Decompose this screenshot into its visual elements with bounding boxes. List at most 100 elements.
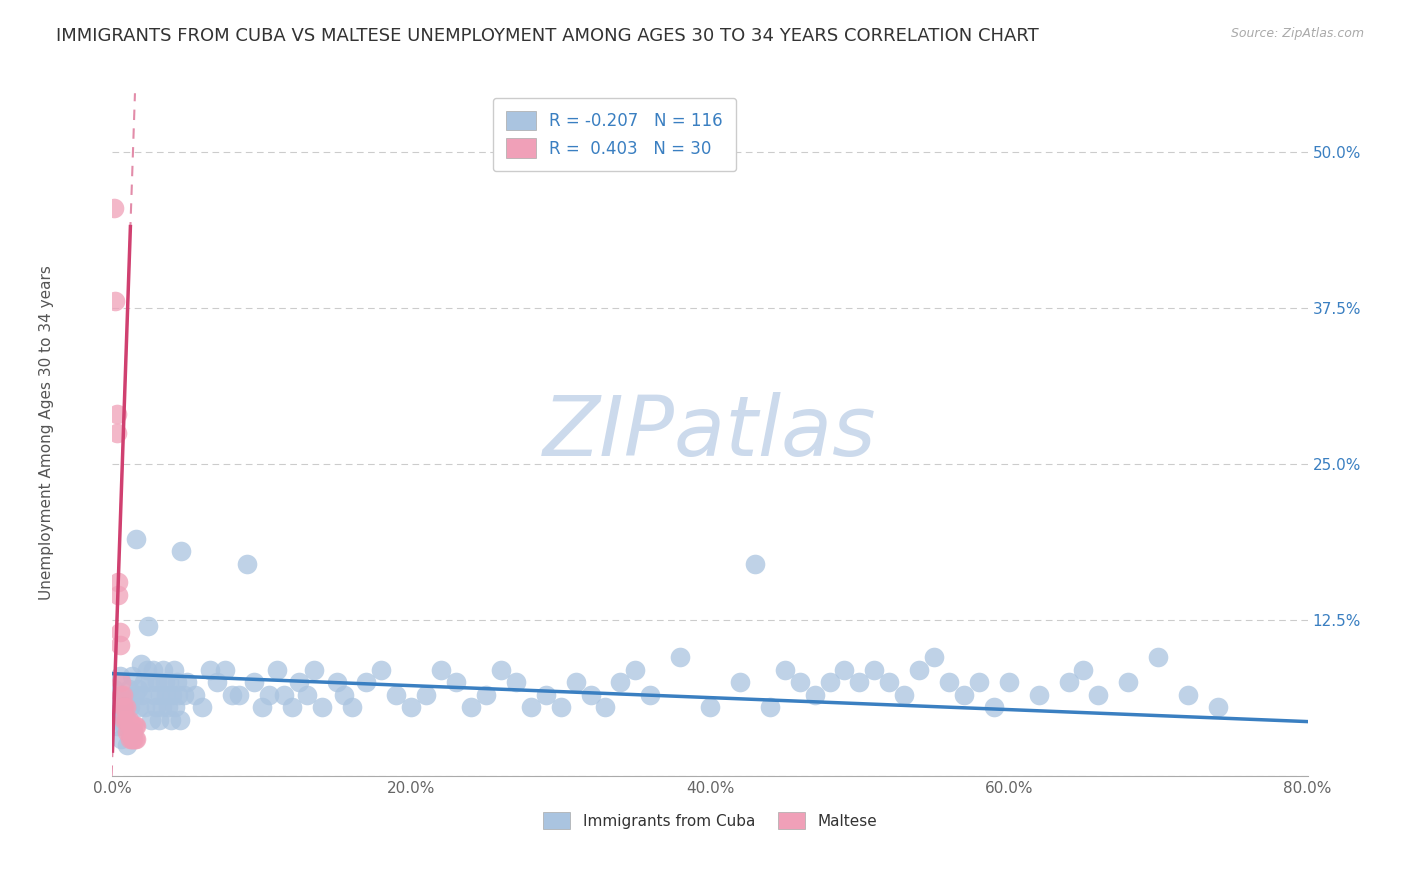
Point — [114, 719, 135, 733]
Point — [105, 425, 128, 440]
Point — [430, 663, 453, 677]
Point — [460, 700, 482, 714]
Point — [191, 700, 214, 714]
Point — [295, 688, 318, 702]
Point — [1177, 688, 1199, 702]
Point — [110, 688, 132, 702]
Point — [120, 731, 142, 746]
Point — [325, 675, 347, 690]
Point — [143, 688, 166, 702]
Point — [148, 713, 170, 727]
Point — [149, 688, 172, 702]
Point — [131, 688, 153, 702]
Point — [1073, 663, 1095, 677]
Point — [156, 700, 179, 714]
Point — [122, 731, 145, 746]
Point — [789, 675, 811, 690]
Point — [117, 738, 139, 752]
Point — [176, 675, 198, 690]
Point — [273, 688, 295, 702]
Point — [114, 700, 135, 714]
Point — [104, 706, 127, 721]
Point — [117, 725, 139, 739]
Point — [108, 638, 131, 652]
Point — [111, 688, 134, 702]
Point — [967, 675, 990, 690]
Point — [134, 700, 156, 714]
Point — [103, 201, 125, 215]
Point — [135, 663, 157, 677]
Point — [125, 532, 148, 546]
Point — [385, 688, 408, 702]
Point — [117, 713, 139, 727]
Point — [302, 663, 325, 677]
Point — [669, 650, 692, 665]
Point — [1087, 688, 1109, 702]
Point — [118, 681, 141, 696]
Point — [266, 663, 288, 677]
Point — [107, 694, 129, 708]
Point — [155, 688, 177, 702]
Point — [205, 675, 228, 690]
Point — [1028, 688, 1050, 702]
Point — [111, 706, 134, 721]
Point — [415, 688, 437, 702]
Point — [183, 688, 205, 702]
Point — [475, 688, 498, 702]
Point — [1206, 700, 1229, 714]
Point — [848, 675, 870, 690]
Point — [938, 675, 960, 690]
Point — [118, 725, 141, 739]
Point — [221, 688, 243, 702]
Point — [128, 700, 150, 714]
Point — [122, 719, 145, 733]
Point — [228, 688, 250, 702]
Point — [922, 650, 945, 665]
Point — [250, 700, 273, 714]
Point — [699, 700, 721, 714]
Point — [520, 700, 543, 714]
Point — [564, 675, 586, 690]
Legend: Immigrants from Cuba, Maltese: Immigrants from Cuba, Maltese — [536, 805, 884, 837]
Point — [166, 675, 188, 690]
Point — [893, 688, 915, 702]
Point — [983, 700, 1005, 714]
Text: Source: ZipAtlas.com: Source: ZipAtlas.com — [1230, 27, 1364, 40]
Point — [115, 713, 138, 727]
Point — [744, 557, 766, 571]
Point — [259, 688, 281, 702]
Point — [121, 719, 143, 733]
Point — [818, 675, 841, 690]
Point — [998, 675, 1021, 690]
Point — [288, 675, 311, 690]
Point — [107, 588, 129, 602]
Point — [163, 663, 186, 677]
Point — [401, 700, 423, 714]
Point — [157, 675, 180, 690]
Point — [142, 663, 165, 677]
Point — [129, 657, 152, 671]
Point — [444, 675, 467, 690]
Point — [236, 557, 259, 571]
Point — [114, 713, 135, 727]
Point — [243, 675, 266, 690]
Point — [340, 700, 363, 714]
Point — [150, 700, 173, 714]
Point — [103, 681, 125, 696]
Point — [165, 700, 187, 714]
Point — [125, 731, 148, 746]
Point — [579, 688, 602, 702]
Point — [356, 675, 378, 690]
Point — [214, 663, 236, 677]
Point — [162, 688, 183, 702]
Point — [132, 675, 155, 690]
Point — [115, 694, 138, 708]
Point — [803, 688, 825, 702]
Point — [118, 713, 141, 727]
Point — [145, 700, 167, 714]
Point — [953, 688, 976, 702]
Point — [1147, 650, 1170, 665]
Point — [104, 294, 127, 309]
Point — [146, 675, 169, 690]
Point — [1057, 675, 1080, 690]
